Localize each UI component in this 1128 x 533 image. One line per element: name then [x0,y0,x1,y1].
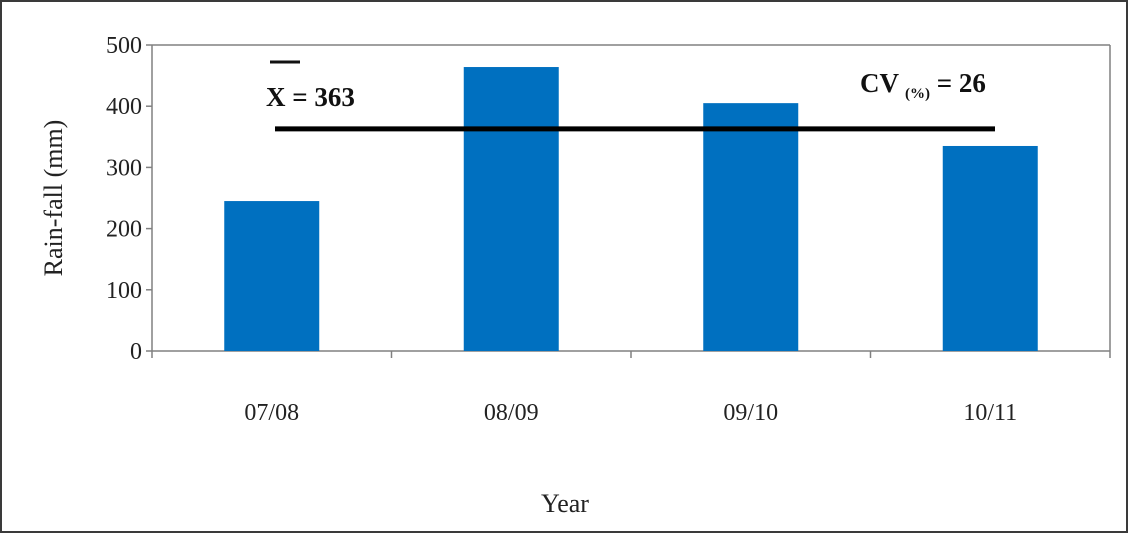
x-tick-label: 09/10 [723,400,778,426]
y-tick-label: 100 [106,278,142,304]
bar-10-11 [942,145,1038,351]
cv-annotation-text: CV (%) = 26 [860,68,986,102]
y-tick-label: 200 [106,217,142,243]
mean-annotation: X = 363 [266,60,355,112]
y-axis-title: Rain-fall (mm) [39,120,68,277]
y-tick-label: 500 [106,33,142,59]
bar-09-10 [703,103,799,351]
y-tick-label: 400 [106,94,142,120]
cv-subscript: (%) [905,86,930,102]
x-ticks: 07/08 08/09 09/10 10/11 [151,351,1111,426]
cv-annotation: CV (%) = 26 [860,68,986,102]
y-tick-label: 0 [130,339,142,365]
mean-symbol: X [266,82,286,112]
y-tick-label: 300 [106,155,142,181]
mean-value: = 363 [286,82,355,112]
bars [224,67,1038,352]
cv-label: CV [860,68,899,98]
x-tick-label: 07/08 [244,400,299,426]
x-axis-title: Year [541,489,589,518]
y-ticks: 0 100 200 300 400 500 [106,33,152,365]
mean-annotation-text: X = 363 [266,82,355,112]
x-tick-label: 08/09 [484,400,539,426]
bar-07-08 [224,201,320,351]
cv-value: = 26 [930,68,986,98]
x-tick-label: 10/11 [963,400,1017,426]
bar-08-09 [463,67,559,352]
